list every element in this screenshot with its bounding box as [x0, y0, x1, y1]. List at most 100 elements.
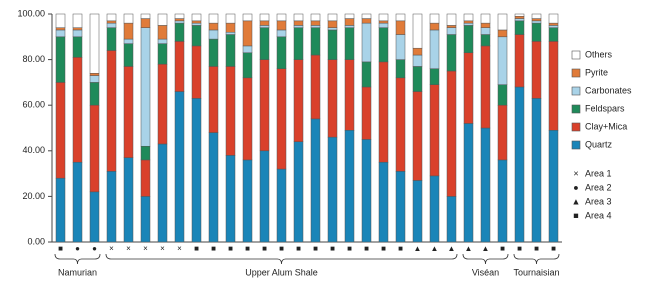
bar-segment: [395, 34, 406, 60]
bar-segment: [89, 13, 100, 74]
legend-label: Feldspars: [585, 103, 625, 113]
bar-segment: [480, 34, 491, 47]
bar-segment: [89, 75, 100, 83]
x-tick-label: ■: [313, 244, 318, 253]
bar-segment: [429, 84, 440, 177]
bar-segment: [514, 20, 525, 35]
bar-segment: [344, 27, 355, 60]
bar-segment: [514, 16, 525, 19]
x-tick-label: ▲: [482, 244, 490, 253]
bar-segment: [242, 20, 253, 47]
bar-segment: [191, 45, 202, 99]
group-label: Namurian: [58, 267, 97, 277]
bar-segment: [310, 54, 321, 120]
x-tick-label: ×: [109, 244, 114, 253]
bar-segment: [310, 27, 321, 56]
bar-segment: [429, 22, 440, 31]
legend-label: Area 2: [585, 182, 612, 192]
x-tick-label: ▲: [448, 244, 456, 253]
bar-segment: [72, 57, 83, 163]
bar-segment: [123, 43, 134, 67]
bar-segment: [72, 36, 83, 58]
bar-segment: [514, 34, 525, 88]
bar-segment: [293, 13, 304, 22]
bar-segment: [497, 84, 508, 106]
y-tick-label: 60.00: [22, 100, 45, 110]
bar-segment: [412, 91, 423, 181]
bar-segment: [225, 66, 236, 156]
bar-segment: [548, 41, 559, 131]
bar-segment: [55, 27, 66, 31]
x-tick-label: ▲: [431, 244, 439, 253]
bar-segment: [378, 20, 389, 24]
legend-label: Area 1: [585, 168, 612, 178]
bar-segment: [480, 27, 491, 35]
bar-segment: [327, 136, 338, 243]
bar-segment: [412, 54, 423, 67]
bar-segment: [89, 82, 100, 106]
x-tick-label: ■: [228, 244, 233, 253]
bar-segment: [106, 171, 117, 243]
bar-segment: [293, 141, 304, 243]
bar-segment: [259, 150, 270, 243]
legend-swatch: [571, 68, 581, 78]
bar-segment: [242, 13, 253, 22]
legend-swatch: [571, 122, 581, 132]
x-tick-label: ×: [160, 244, 165, 253]
bar-segment: [344, 18, 355, 26]
group-brace: [462, 253, 509, 265]
bar-segment: [106, 13, 117, 22]
bar-segment: [123, 22, 134, 40]
bar-segment: [106, 27, 117, 51]
bar-segment: [276, 36, 287, 69]
bar-segment: [276, 168, 287, 243]
bar-segment: [208, 13, 219, 24]
bar-segment: [157, 63, 168, 145]
bar-segment: [344, 130, 355, 243]
bar-segment: [531, 20, 542, 24]
bar-segment: [446, 25, 457, 28]
x-tick-label: ■: [262, 244, 267, 253]
x-tick-label: ×: [126, 244, 131, 253]
bar-segment: [140, 18, 151, 28]
legend-label: Carbonates: [585, 85, 632, 95]
bar-segment: [548, 22, 559, 26]
bar-segment: [429, 175, 440, 243]
bar-segment: [293, 20, 304, 26]
x-tick-label: ■: [500, 244, 505, 253]
bar-segment: [531, 22, 542, 42]
bar-segment: [548, 130, 559, 243]
x-tick-label: ▲: [465, 244, 473, 253]
bar-segment: [123, 66, 134, 158]
bar-segment: [531, 18, 542, 22]
bar-segment: [395, 13, 406, 22]
bar-segment: [429, 13, 440, 24]
bar-segment: [225, 22, 236, 33]
bar-segment: [106, 20, 117, 24]
bar-segment: [225, 31, 236, 35]
bar-segment: [361, 18, 372, 24]
bar-segment: [72, 29, 83, 38]
bar-segment: [531, 13, 542, 19]
bar-segment: [72, 27, 83, 31]
bar-segment: [344, 25, 355, 28]
y-tick-label: 20.00: [22, 191, 45, 201]
x-tick-label: ■: [551, 244, 556, 253]
bar-segment: [361, 139, 372, 243]
legend-symbol: ▲: [572, 196, 581, 206]
bar-segment: [463, 22, 474, 26]
bar-segment: [89, 104, 100, 193]
bar-segment: [310, 25, 321, 28]
bar-segment: [395, 59, 406, 79]
bar-segment: [531, 41, 542, 99]
bar-segment: [157, 38, 168, 44]
bar-segment: [480, 45, 491, 129]
x-tick-label: ■: [364, 244, 369, 253]
bar-segment: [208, 132, 219, 243]
bar-segment: [242, 52, 253, 79]
x-tick-label: ■: [534, 244, 539, 253]
bar-segment: [395, 77, 406, 172]
bar-segment: [140, 196, 151, 243]
x-tick-label: ■: [194, 244, 199, 253]
bar-segment: [208, 66, 219, 133]
